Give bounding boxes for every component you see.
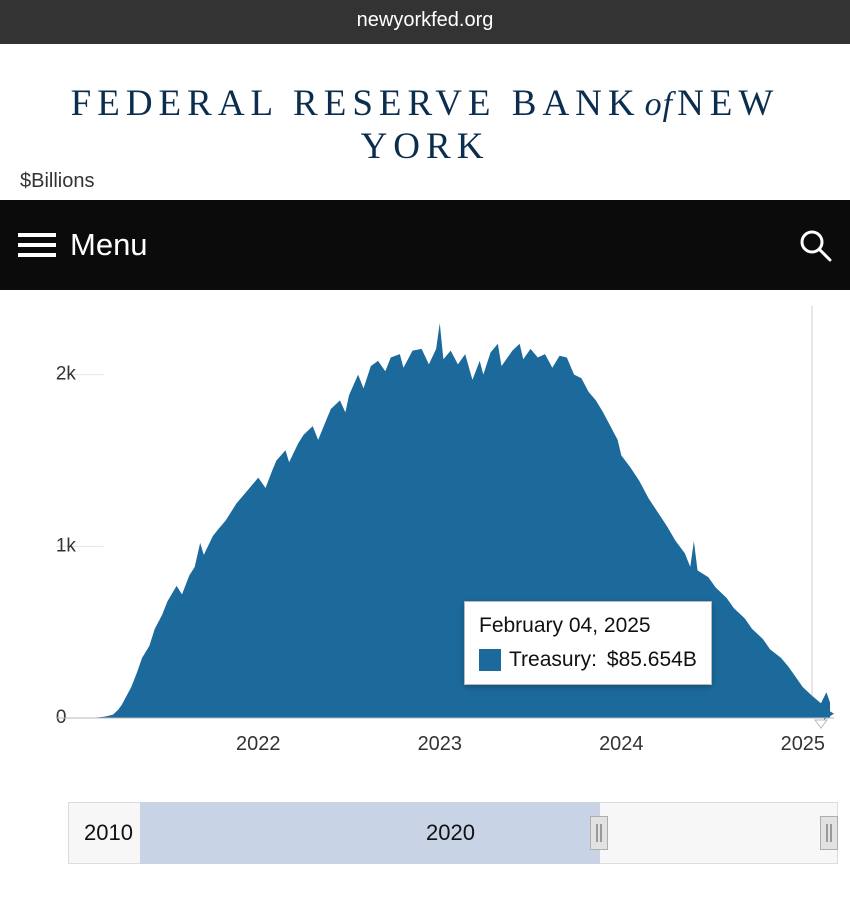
site-title-of: of <box>645 86 673 123</box>
range-handle-left[interactable] <box>590 816 608 850</box>
svg-text:1k: 1k <box>56 535 77 556</box>
menu-label: Menu <box>70 227 148 263</box>
tooltip-date: February 04, 2025 <box>479 614 697 638</box>
tooltip-swatch <box>479 649 501 671</box>
tooltip-series-label: Treasury: <box>509 648 597 672</box>
site-title-prefix: FEDERAL RESERVE BANK <box>71 83 641 124</box>
svg-text:2024: 2024 <box>599 733 643 755</box>
chart-container: 0 1k 2k 2022 2023 2024 2025 February 04, 2025 … <box>0 290 850 758</box>
svg-text:2022: 2022 <box>236 733 280 755</box>
search-button[interactable] <box>798 228 832 262</box>
svg-text:2025: 2025 <box>781 733 825 755</box>
menu-bar: Menu <box>0 200 850 290</box>
site-title: FEDERAL RESERVE BANK of NEW YORK <box>0 44 850 200</box>
treasury-chart[interactable]: 0 1k 2k 2022 2023 2024 2025 February 04, 2025 … <box>10 298 838 758</box>
range-label-mid: 2020 <box>426 820 475 846</box>
chart-ylabel-partial: $Billions <box>20 170 94 193</box>
search-icon <box>798 228 832 262</box>
range-selection <box>140 802 600 864</box>
svg-text:0: 0 <box>56 707 67 728</box>
url-text: newyorkfed.org <box>357 9 494 31</box>
hamburger-icon <box>18 231 56 259</box>
menu-button[interactable]: Menu <box>18 227 148 263</box>
chart-svg: 0 1k 2k 2022 2023 2024 2025 <box>10 298 838 758</box>
range-handle-right[interactable] <box>820 816 838 850</box>
svg-text:2k: 2k <box>56 364 77 385</box>
svg-text:2023: 2023 <box>418 733 462 755</box>
range-label-start: 2010 <box>84 820 133 846</box>
range-slider[interactable]: 2010 2020 <box>10 802 840 872</box>
chart-tooltip: February 04, 2025 Treasury: $85.654B <box>464 601 712 685</box>
browser-url-bar: newyorkfed.org <box>0 0 850 44</box>
tooltip-value: $85.654B <box>607 648 697 672</box>
